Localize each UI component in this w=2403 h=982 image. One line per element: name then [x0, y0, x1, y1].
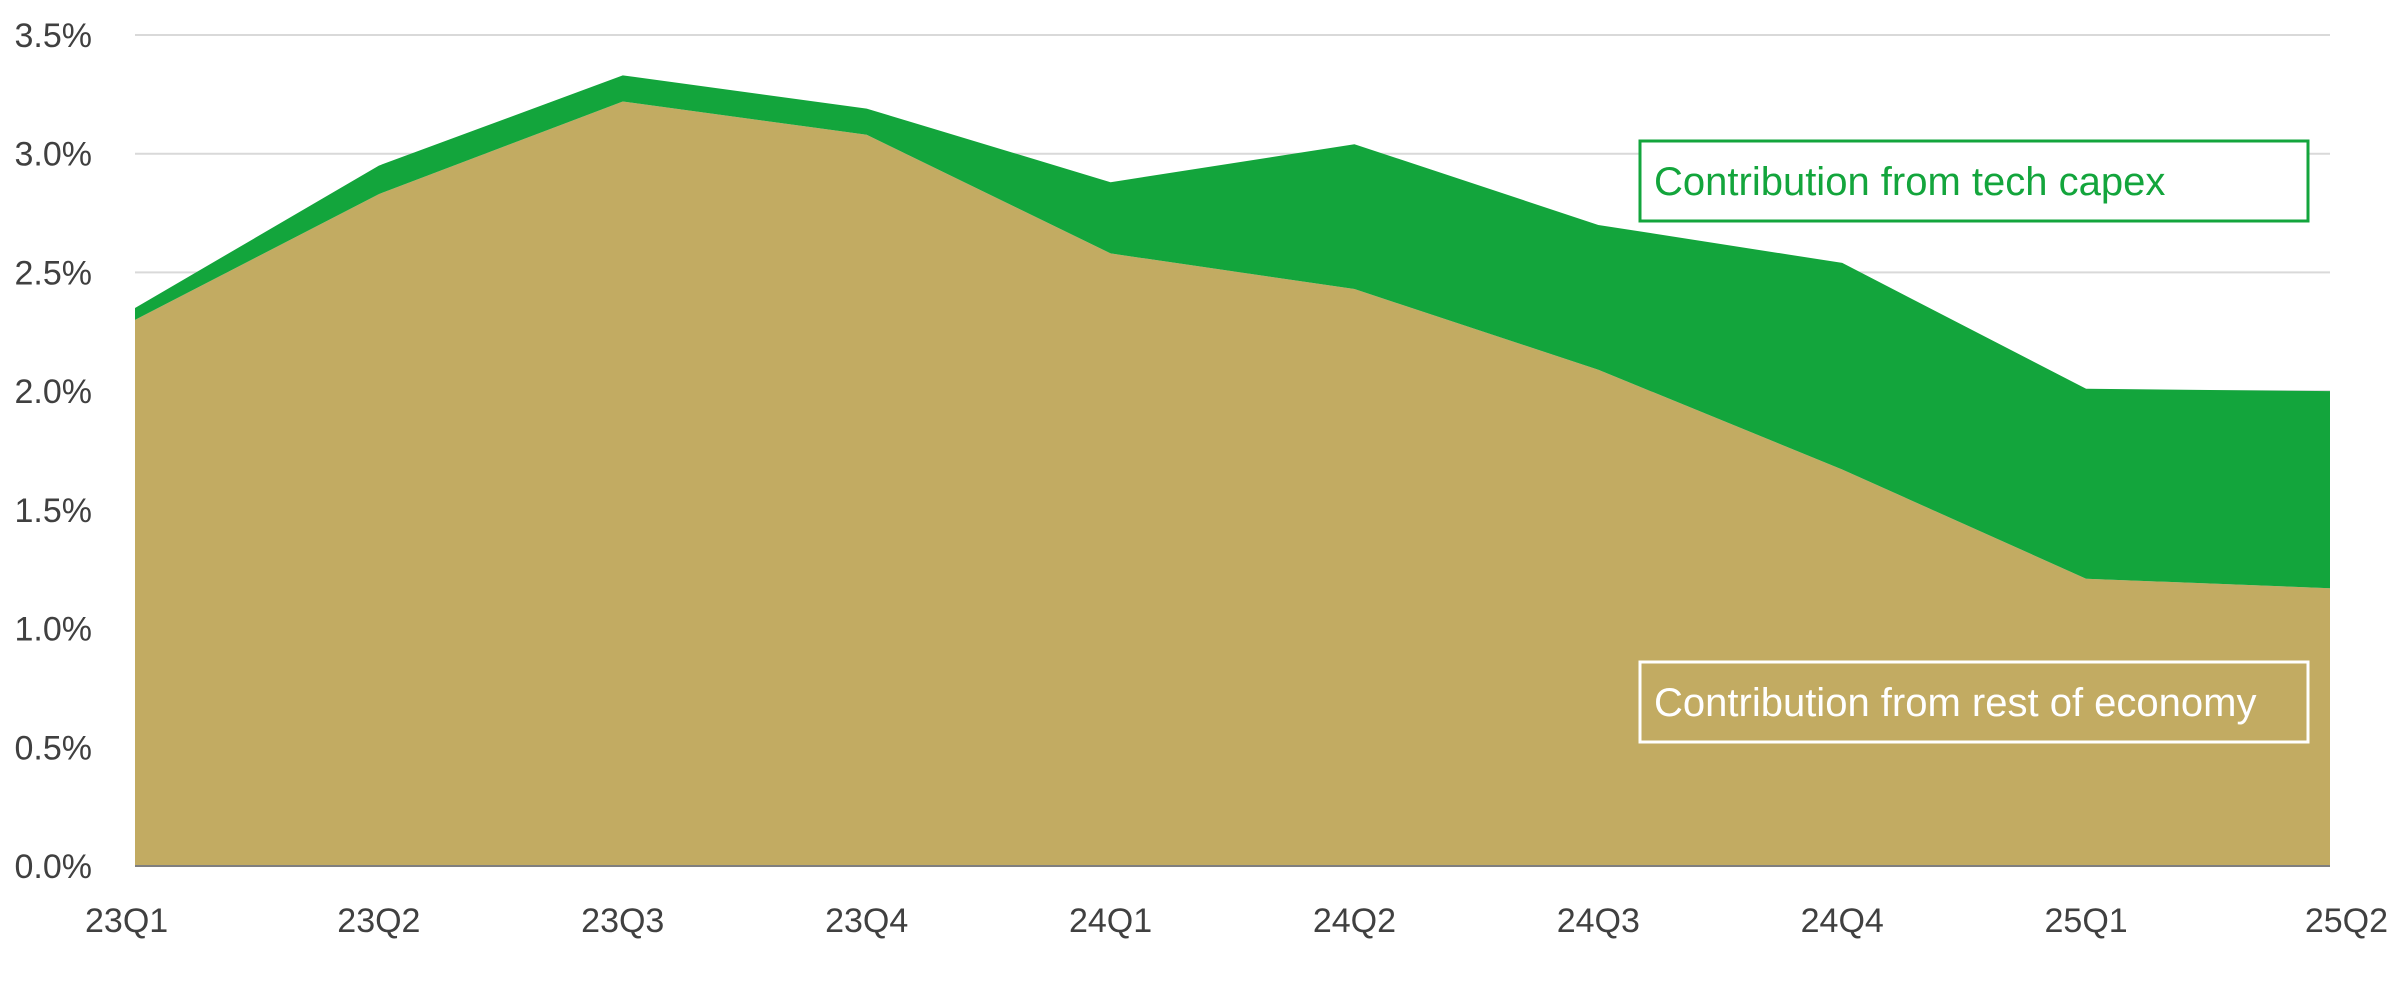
x-tick-label: 24Q3 [1557, 902, 1640, 940]
y-tick-label: 0.5% [15, 729, 93, 767]
y-tick-label: 3.0% [15, 136, 93, 174]
x-tick-label: 23Q3 [581, 902, 664, 940]
y-tick-label: 3.5% [15, 17, 93, 55]
annotation-tech-capex-text: Contribution from tech capex [1654, 160, 2165, 204]
y-tick-label: 2.5% [15, 254, 93, 292]
x-tick-label: 23Q2 [337, 902, 420, 940]
x-tick-label: 25Q1 [2045, 902, 2128, 940]
x-axis-tick-labels: 23Q1 23Q2 23Q3 23Q4 24Q1 24Q2 24Q3 24Q4 25Q1 25Q2 [85, 902, 2388, 940]
annotation-tech-capex-box [1638, 139, 2310, 223]
annotation-rest-of-economy-box [1638, 660, 2310, 744]
area-series [135, 75, 2330, 867]
x-tick-label: 24Q1 [1069, 902, 1152, 940]
x-tick-label: 23Q1 [85, 902, 168, 940]
y-tick-label: 0.0% [15, 848, 93, 886]
y-tick-label: 1.0% [15, 611, 93, 649]
annotations: Contribution from tech capex Contribution… [1638, 139, 2310, 744]
x-tick-label: 24Q2 [1313, 902, 1396, 940]
x-tick-label: 24Q4 [1801, 902, 1884, 940]
y-tick-label: 2.0% [15, 373, 93, 411]
x-tick-label: 23Q4 [825, 902, 908, 940]
annotation-rest-of-economy-text: Contribution from rest of economy [1654, 681, 2256, 725]
area-series-rest-of-economy [135, 101, 2330, 867]
y-axis-tick-labels: 0.0% 0.5% 1.0% 1.5% 2.0% 2.5% 3.0% 3.5% [15, 17, 93, 886]
area-series-tech-capex [135, 75, 2330, 589]
y-tick-label: 1.5% [15, 492, 93, 530]
x-tick-label: 25Q2 [2305, 902, 2388, 940]
